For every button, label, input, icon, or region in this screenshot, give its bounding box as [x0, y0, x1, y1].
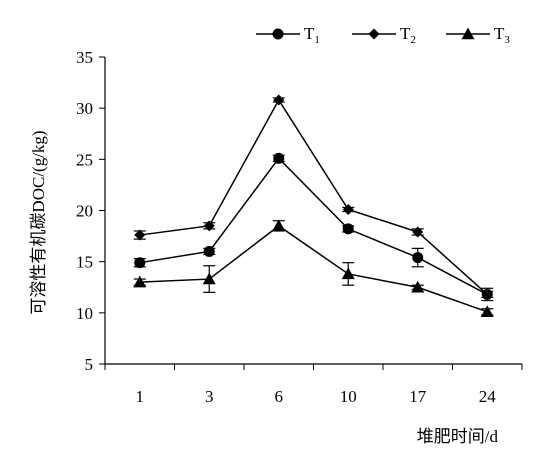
data-point	[272, 219, 286, 232]
data-point	[411, 280, 425, 293]
legend: T1 T2 T3	[256, 24, 510, 46]
data-point	[480, 305, 494, 318]
x-tick-label: 24	[479, 387, 497, 406]
legend-label-main: T	[494, 24, 505, 43]
legend-label-main: T	[304, 24, 315, 43]
legend-label-subscript: 3	[504, 34, 510, 46]
data-point	[341, 267, 355, 280]
data-point	[133, 275, 147, 288]
x-tick-label: 17	[409, 387, 427, 406]
series-line	[139, 224, 488, 313]
y-axis-title: 可溶性有机碳DOC/(g/kg)	[29, 130, 48, 314]
y-tick-label: 5	[85, 355, 94, 374]
legend-label: T2	[400, 24, 416, 46]
data-point	[134, 229, 146, 241]
legend-marker	[368, 28, 380, 40]
x-tick-label: 1	[136, 387, 145, 406]
x-tick-label: 6	[275, 387, 284, 406]
series-layer	[133, 94, 494, 318]
y-tick-label: 20	[76, 202, 93, 221]
series-t1	[133, 152, 494, 302]
data-point	[134, 257, 146, 269]
legend-marker	[461, 27, 475, 40]
y-tick-label: 30	[76, 99, 93, 118]
data-point	[202, 272, 216, 285]
series-t3	[133, 219, 494, 318]
legend-marker	[272, 28, 284, 40]
data-point	[342, 223, 354, 235]
data-point	[342, 203, 354, 215]
data-point	[412, 252, 424, 264]
legend-label: T3	[494, 24, 510, 46]
series-t2	[133, 94, 494, 300]
data-point	[203, 245, 215, 257]
x-axis-title: 堆肥时间/d	[417, 427, 499, 446]
y-tick-label: 10	[76, 304, 93, 323]
y-tick-label: 25	[76, 150, 93, 169]
x-tick-label: 3	[205, 387, 214, 406]
legend-item-t1: T1	[256, 24, 320, 46]
data-point	[273, 152, 285, 164]
legend-item-t3: T3	[446, 24, 510, 46]
data-point	[203, 220, 215, 232]
data-point	[412, 226, 424, 238]
legend-label: T1	[304, 24, 320, 46]
legend-item-t2: T2	[352, 24, 416, 46]
legend-label-subscript: 2	[410, 34, 416, 46]
legend-label-subscript: 1	[314, 34, 320, 46]
legend-label-main: T	[400, 24, 411, 43]
series-line	[139, 98, 488, 295]
x-tick-label: 10	[340, 387, 357, 406]
y-tick-label: 35	[76, 48, 93, 67]
data-point	[481, 288, 493, 300]
y-tick-label: 15	[76, 253, 93, 272]
data-point	[273, 94, 285, 106]
series-line	[139, 157, 488, 296]
chart-axes: 5 10 15 20 25 30 35 1 3 6 10 17 24	[76, 48, 523, 406]
